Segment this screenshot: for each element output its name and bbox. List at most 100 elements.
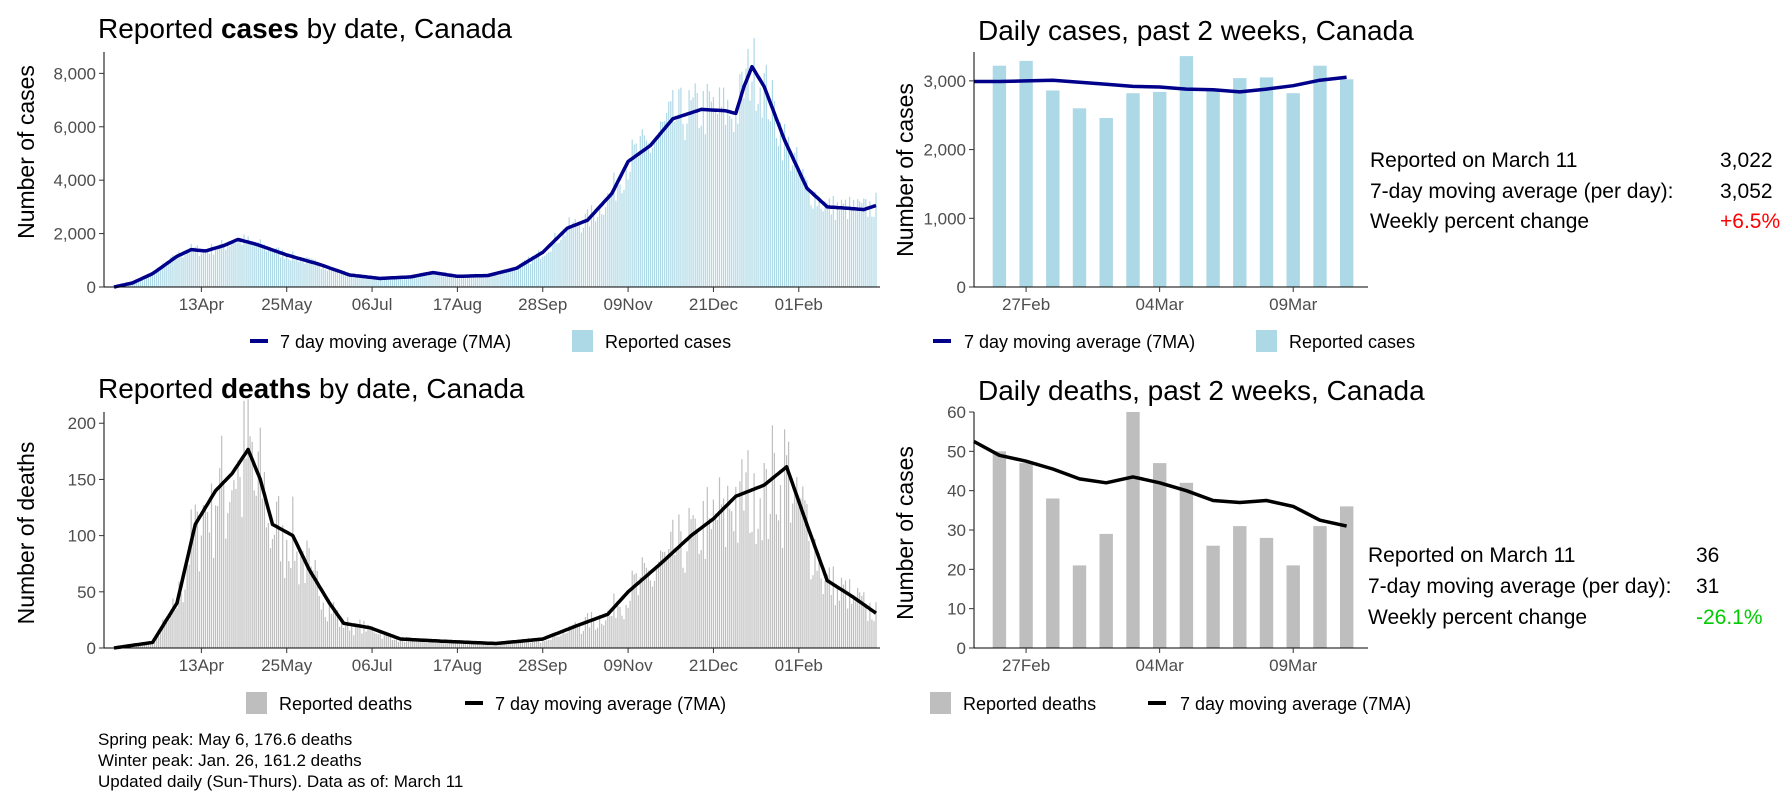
y-tick-label: 6,000 [53,118,96,137]
daily-bar [336,269,339,287]
daily-bar [828,198,830,287]
daily-bar [867,216,869,287]
daily-bar [1313,526,1327,648]
daily-bar [184,589,186,648]
x-tick-label: 04Mar [1136,656,1185,675]
daily-bar [135,280,137,287]
daily-bar [664,551,666,648]
daily-bar [684,140,686,287]
daily-bar [586,613,589,648]
deaths-full-ma-line [113,447,878,650]
daily-bar [351,624,353,648]
daily-bar [718,87,721,288]
daily-bar [800,171,802,287]
daily-bar [532,255,534,287]
daily-bar [818,553,820,648]
daily-bar [235,243,237,287]
daily-bar [540,258,542,287]
daily-bar [349,276,351,287]
daily-bar [564,235,566,287]
daily-bar [353,277,355,287]
daily-bar [198,571,200,648]
daily-bar [296,256,298,287]
daily-bar [343,627,345,648]
daily-bar [355,274,357,287]
daily-bar [371,276,373,287]
cases-full-ma-line [113,64,877,289]
daily-bar [170,256,172,287]
daily-bar [312,570,314,648]
daily-bar [365,631,367,648]
daily-bar [578,225,580,287]
daily-bar [832,196,834,287]
daily-bar [710,101,712,287]
daily-bar [180,592,182,648]
daily-bar [255,244,257,287]
daily-bar [629,600,631,648]
daily-bar [515,643,517,648]
daily-bar [131,282,133,287]
deaths-2wk-stats: Reported on March 11 36 7-day moving ave… [1368,544,1763,629]
daily-bar [584,213,586,287]
daily-bar [334,612,337,648]
daily-bar [322,602,324,648]
daily-bar [779,122,782,287]
daily-bar [745,472,747,648]
daily-bar [796,147,798,287]
daily-bar [166,616,168,648]
daily-bar [658,561,660,648]
daily-bar [363,275,365,287]
daily-bar [737,542,739,648]
daily-bar [643,135,645,287]
daily-bar [509,271,511,287]
daily-bar [662,121,664,288]
daily-bar [397,641,400,648]
daily-bar [708,518,710,648]
daily-bar [186,563,188,648]
daily-bar [160,267,162,287]
daily-bar [716,520,719,648]
daily-bar [320,268,322,287]
daily-bar [568,625,570,648]
daily-bar [578,626,580,648]
daily-bar [1259,77,1274,288]
daily-bar [580,633,582,648]
daily-bar [158,271,160,287]
daily-bar [1126,412,1140,648]
deaths-full-legend: Reported deaths 7 day moving average (7M… [246,692,726,714]
daily-bar [840,199,843,287]
daily-bar [633,144,635,287]
daily-bar [379,278,381,287]
daily-bar [383,632,385,648]
daily-bar [300,555,302,648]
daily-bar [462,275,465,287]
daily-bar [432,272,434,287]
daily-bar [635,143,637,287]
cases-2wk-legend: 7 day moving average (7MA) Reported case… [933,330,1415,352]
daily-bar [844,199,847,287]
daily-bar [814,538,816,648]
daily-bar [690,100,692,287]
daily-bar [741,71,743,287]
daily-bar [332,602,335,648]
daily-bar [330,613,332,648]
deaths-2wk-axes: 0 10 20 30 40 50 60 27Feb 04Mar 09Mar [947,403,1368,675]
daily-bar [460,643,463,648]
daily-bar [1126,93,1140,287]
daily-bar [690,519,692,648]
deaths-2wk-title: Daily deaths, past 2 weeks, Canada [978,375,1425,406]
x-tick-label: 09Nov [604,295,654,314]
daily-bar [812,208,814,287]
daily-bar [716,113,719,287]
daily-bar [1099,533,1113,648]
daily-bar [184,254,186,287]
daily-bar [593,213,595,287]
daily-bar [349,630,351,648]
daily-bar [788,136,790,287]
daily-bar [651,586,654,648]
daily-bar [605,620,607,648]
y-tick-label: 0 [957,639,966,658]
deaths-full-ylabel: Number of deaths [13,442,39,625]
daily-bar [676,118,678,287]
daily-bar [202,250,204,287]
